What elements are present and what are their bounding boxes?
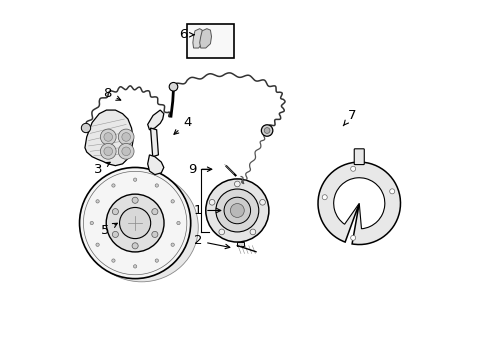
Circle shape [132, 197, 138, 203]
Circle shape [169, 82, 178, 91]
Circle shape [219, 229, 224, 235]
Circle shape [96, 200, 99, 203]
Bar [187, 24, 233, 58]
Polygon shape [147, 155, 163, 175]
Circle shape [122, 133, 130, 141]
Circle shape [322, 195, 326, 200]
Circle shape [350, 166, 355, 171]
Circle shape [249, 229, 255, 235]
Circle shape [259, 199, 265, 205]
Circle shape [100, 143, 116, 159]
Polygon shape [199, 29, 211, 48]
Circle shape [155, 259, 158, 262]
Wedge shape [317, 162, 400, 244]
Circle shape [104, 133, 112, 141]
Circle shape [151, 208, 158, 215]
Circle shape [80, 167, 190, 279]
Polygon shape [150, 128, 158, 157]
Circle shape [112, 259, 115, 262]
Circle shape [177, 221, 180, 225]
Circle shape [133, 265, 137, 268]
Circle shape [155, 184, 158, 187]
Ellipse shape [85, 173, 198, 282]
Circle shape [171, 200, 174, 203]
Polygon shape [147, 110, 163, 130]
Circle shape [264, 128, 269, 134]
Circle shape [151, 231, 158, 238]
Circle shape [209, 199, 215, 205]
Text: 7: 7 [343, 109, 356, 126]
Polygon shape [192, 29, 203, 48]
Circle shape [171, 243, 174, 246]
Circle shape [112, 184, 115, 187]
Circle shape [104, 147, 112, 156]
Text: 5: 5 [101, 223, 117, 237]
Circle shape [133, 178, 137, 181]
Text: 9: 9 [188, 163, 211, 176]
Text: 2: 2 [193, 234, 229, 249]
Circle shape [112, 208, 118, 215]
Text: 4: 4 [174, 116, 191, 134]
Circle shape [81, 123, 90, 133]
Circle shape [215, 189, 258, 232]
Text: 3: 3 [94, 162, 110, 176]
Circle shape [261, 125, 272, 136]
Circle shape [118, 129, 134, 145]
Circle shape [100, 129, 116, 145]
Polygon shape [85, 110, 133, 166]
Circle shape [96, 243, 99, 246]
Circle shape [122, 147, 130, 156]
Wedge shape [333, 178, 384, 229]
Circle shape [205, 179, 268, 242]
Circle shape [132, 243, 138, 249]
Circle shape [224, 197, 250, 224]
Circle shape [230, 203, 244, 217]
Circle shape [112, 231, 118, 238]
Text: 8: 8 [103, 87, 121, 100]
Circle shape [234, 181, 240, 187]
Circle shape [119, 207, 150, 239]
Bar [237, 242, 244, 246]
Circle shape [90, 221, 93, 225]
FancyBboxPatch shape [353, 149, 364, 165]
Circle shape [106, 194, 163, 252]
Circle shape [118, 143, 134, 159]
Text: 1: 1 [193, 204, 220, 217]
Circle shape [389, 189, 394, 194]
Circle shape [350, 235, 355, 240]
Text: 6: 6 [179, 28, 194, 41]
